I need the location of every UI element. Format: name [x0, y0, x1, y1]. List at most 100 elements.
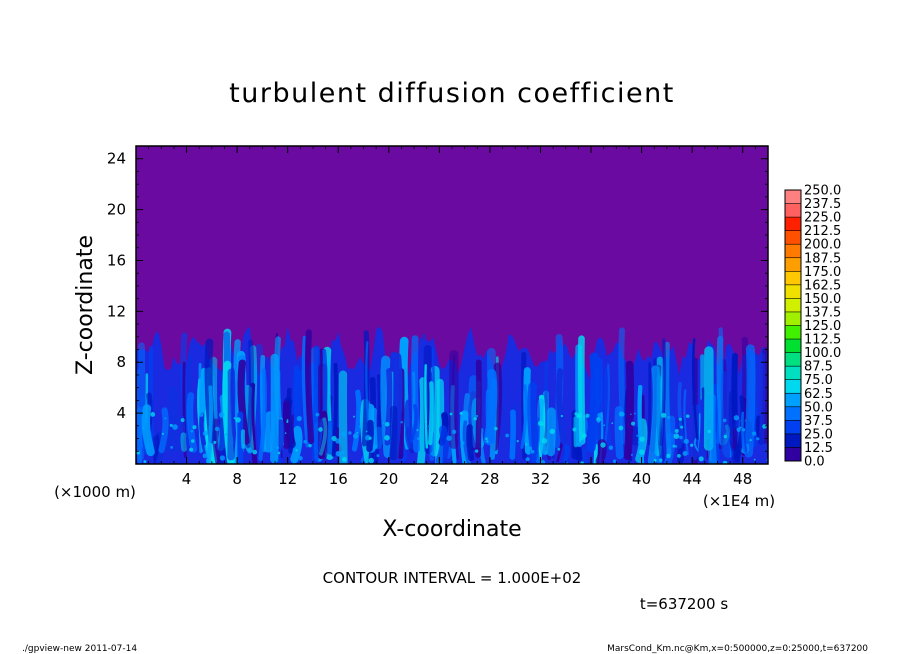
turbulence-streak [604, 363, 611, 445]
turbulence-speck [630, 413, 632, 416]
turbulence-speck [722, 418, 727, 423]
colorbar-label: 212.5 [804, 224, 841, 239]
turbulence-speck [459, 411, 463, 415]
turbulence-streak [631, 426, 639, 446]
turbulence-streak [462, 420, 471, 464]
turbulence-speck [473, 417, 477, 421]
turbulence-speck [530, 449, 535, 454]
turbulence-streak [647, 365, 661, 464]
turbulence-speck [666, 453, 671, 459]
colorbar-label: 187.5 [804, 251, 841, 266]
x-tick-label: 8 [232, 470, 242, 488]
turbulence-speck [428, 425, 431, 428]
turbulence-speck [612, 459, 617, 464]
turbulence-speck [494, 426, 498, 431]
turbulence-speck [620, 411, 625, 417]
colorbar-swatch [785, 298, 801, 313]
turbulence-streak [198, 362, 203, 454]
turbulence-streak [409, 404, 418, 443]
turbulence-speck [331, 435, 337, 442]
turbulence-speck [475, 414, 479, 418]
turbulence-speck [190, 439, 195, 443]
turbulence-speck [192, 425, 197, 430]
colorbar-swatch [785, 311, 801, 326]
turbulence-speck [485, 437, 488, 441]
turbulence-speck [384, 421, 390, 427]
x-tick-label: 28 [480, 470, 499, 488]
turbulence-streak [372, 426, 384, 450]
turbulence-speck [690, 443, 694, 447]
y-tick-label: 16 [107, 251, 126, 269]
turbulence-streak [728, 390, 741, 464]
turbulence-speck [136, 450, 140, 455]
turbulence-speck [541, 422, 544, 426]
x-axis-label: X-coordinate [382, 517, 521, 542]
turbulence-speck [505, 433, 510, 438]
turbulence-speck [723, 434, 728, 439]
turbulence-streak [707, 393, 717, 464]
turbulence-streak [623, 360, 635, 461]
turbulence-speck [341, 456, 347, 462]
turbulence-streak [366, 419, 374, 453]
contour-interval-text: CONTOUR INTERVAL = 1.000E+02 [323, 569, 582, 587]
x-tick-label: 20 [379, 470, 398, 488]
turbulence-speck [683, 438, 689, 444]
turbulence-streak [186, 392, 198, 453]
turbulence-speck [576, 434, 580, 437]
turbulence-streak [556, 368, 567, 445]
colorbar-swatch [785, 244, 801, 259]
turbulence-speck [190, 429, 194, 433]
turbulence-speck [247, 448, 253, 454]
turbulence-streak [136, 369, 143, 447]
turbulence-speck [708, 443, 713, 448]
turbulence-speck [202, 453, 208, 459]
turbulence-speck [150, 411, 156, 417]
time-label: t=637200 s [640, 595, 728, 613]
turbulence-streak [509, 409, 516, 460]
turbulence-speck [384, 435, 390, 441]
turbulence-speck [707, 429, 711, 434]
turbulence-speck [540, 460, 546, 464]
colorbar-label: 175.0 [804, 265, 841, 280]
turbulence-speck [460, 446, 463, 448]
turbulence-speck [585, 413, 590, 418]
turbulence-speck [525, 457, 530, 462]
turbulence-streak [254, 343, 266, 449]
turbulence-speck [528, 446, 533, 451]
turbulence-speck [303, 440, 307, 444]
turbulence-streak [371, 407, 378, 450]
turbulence-speck [143, 460, 147, 464]
turbulence-streak [291, 414, 295, 444]
turbulence-streak [331, 362, 338, 457]
turbulence-streak [180, 432, 187, 452]
turbulence-speck [164, 417, 167, 420]
turbulence-speck [229, 460, 235, 464]
turbulence-speck [170, 445, 174, 449]
turbulence-speck [219, 455, 225, 461]
turbulence-speck [679, 435, 683, 440]
turbulence-speck [611, 422, 614, 425]
turbulence-streak [424, 364, 429, 449]
colorbar-swatch [785, 393, 801, 408]
turbulence-streak [581, 448, 589, 464]
turbulence-streak [536, 398, 548, 456]
turbulence-speck [639, 436, 645, 442]
turbulence-streak [647, 362, 652, 446]
footer-left-text: ./gpview-new 2011-07-14 [22, 644, 137, 654]
y-unit-label: (×1000 m) [54, 483, 136, 501]
colorbar-label: 25.0 [804, 427, 833, 442]
turbulence-streak [562, 443, 570, 464]
colorbar-swatch [785, 257, 801, 272]
turbulence-streak [760, 347, 768, 444]
turbulence-speck [341, 431, 347, 437]
colorbar: 250.0237.5225.0212.5200.0187.5175.0162.5… [784, 184, 841, 470]
turbulence-speck [352, 433, 359, 439]
turbulence-streak [416, 377, 428, 464]
turbulence-streak [475, 359, 482, 458]
turbulence-speck [597, 412, 603, 418]
turbulence-speck [581, 433, 587, 439]
turbulence-speck [678, 417, 682, 421]
x-tick-label: 44 [683, 470, 702, 488]
turbulence-speck [180, 418, 185, 423]
turbulence-streak [351, 389, 362, 452]
